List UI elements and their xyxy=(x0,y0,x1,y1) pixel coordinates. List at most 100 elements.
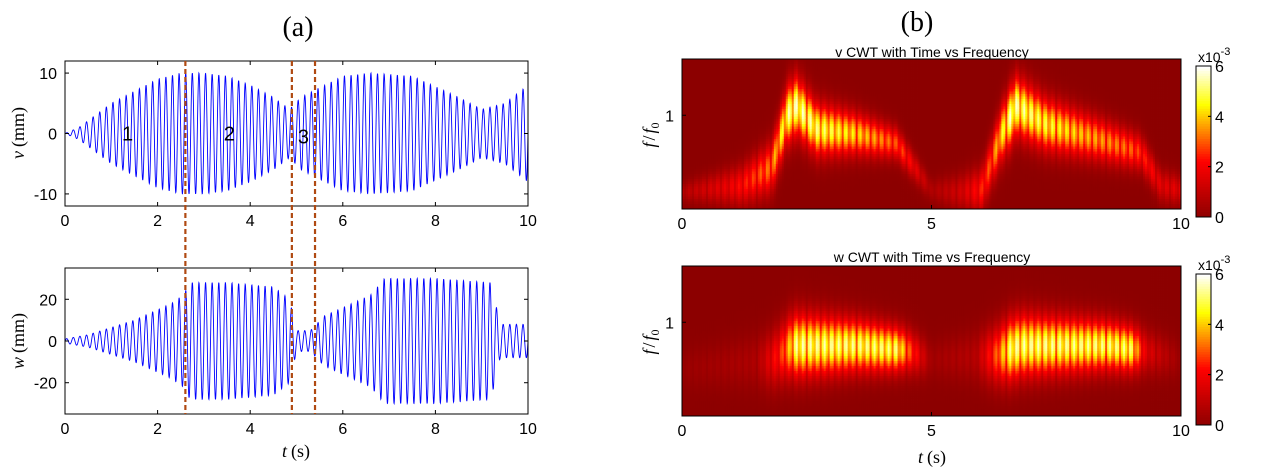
heatmap-cell xyxy=(691,94,695,97)
heatmap-cell xyxy=(697,169,701,172)
heatmap-cell xyxy=(751,121,755,125)
heatmap-cell xyxy=(757,164,761,167)
heatmap-cell xyxy=(767,171,771,175)
heatmap-cell xyxy=(711,121,715,125)
heatmap-cell xyxy=(709,191,713,195)
heatmap-cell xyxy=(682,204,685,207)
heatmap-cell xyxy=(763,59,767,62)
heatmap-cell xyxy=(705,151,709,155)
heatmap-cell xyxy=(763,111,767,115)
heatmap-cell xyxy=(739,76,743,80)
heatmap-cell xyxy=(769,96,773,100)
heatmap-cell xyxy=(727,131,731,135)
heatmap-cell xyxy=(693,76,697,80)
heatmap-cell xyxy=(689,174,693,177)
heatmap-cell xyxy=(717,159,721,162)
heatmap-cell xyxy=(769,111,773,115)
heatmap-cell xyxy=(743,109,747,112)
heatmap-cell xyxy=(699,141,703,145)
heatmap-cell xyxy=(763,204,767,207)
heatmap-cell xyxy=(693,121,697,125)
heatmap-cell xyxy=(769,89,773,92)
heatmap-cell xyxy=(731,94,735,97)
heatmap-cell xyxy=(757,111,761,115)
heatmap-cell xyxy=(737,156,741,160)
heatmap-cell xyxy=(697,121,701,125)
heatmap-cell xyxy=(771,174,775,177)
heatmap-cell xyxy=(693,154,697,157)
heatmap-cell xyxy=(684,116,687,120)
heatmap-cell xyxy=(739,201,743,205)
heatmap-cell xyxy=(745,81,749,85)
heatmap-cell xyxy=(735,69,739,72)
heatmap-cell xyxy=(735,86,739,90)
heatmap-cell xyxy=(684,134,687,137)
heatmap-cell xyxy=(689,151,693,155)
heatmap-cell xyxy=(689,84,693,87)
heatmap-cell xyxy=(707,201,711,205)
heatmap-cell xyxy=(723,86,727,90)
heatmap-cell xyxy=(689,129,693,132)
heatmap-cell xyxy=(705,61,709,65)
heatmap-cell xyxy=(771,96,775,100)
heatmap-cell xyxy=(682,94,685,97)
heatmap-cell xyxy=(721,149,725,152)
heatmap-cell xyxy=(684,206,687,210)
heatmap-cell xyxy=(687,139,691,142)
heatmap-cell xyxy=(777,184,781,187)
heatmap-cell xyxy=(723,124,727,127)
heatmap-cell xyxy=(725,176,729,180)
heatmap-cell xyxy=(761,136,765,140)
heatmap-cell xyxy=(753,194,757,197)
heatmap-cell xyxy=(763,116,767,120)
heatmap-cell xyxy=(687,156,691,160)
heatmap-cell xyxy=(779,166,783,170)
heatmap-cell xyxy=(721,179,725,182)
heatmap-cell xyxy=(743,166,747,170)
heatmap-cell xyxy=(745,91,749,95)
heatmap-cell xyxy=(707,199,711,202)
heatmap-cell xyxy=(689,94,693,97)
heatmap-cell xyxy=(775,114,779,117)
heatmap-cell xyxy=(707,136,711,140)
heatmap-cell xyxy=(685,79,689,82)
heatmap-cell xyxy=(711,191,715,195)
heatmap-cell xyxy=(755,139,759,142)
heatmap-cell xyxy=(747,141,751,145)
heatmap-cell xyxy=(767,81,771,85)
heatmap-cell xyxy=(682,109,685,112)
heatmap-cell xyxy=(705,139,709,142)
heatmap-cell xyxy=(755,134,759,137)
heatmap-cell xyxy=(775,71,779,75)
heatmap-cell xyxy=(727,59,731,62)
heatmap-cell xyxy=(719,134,723,137)
heatmap-cell xyxy=(775,196,779,200)
heatmap-cell xyxy=(701,84,705,87)
heatmap-cell xyxy=(745,179,749,182)
heatmap-cell xyxy=(751,94,755,97)
heatmap-cell xyxy=(695,104,699,107)
heatmap-cell xyxy=(725,149,729,152)
heatmap-cell xyxy=(685,126,689,130)
heatmap-cell xyxy=(771,141,775,145)
heatmap-cell xyxy=(685,99,689,102)
heatmap-cell xyxy=(743,146,747,150)
heatmap-cell xyxy=(711,104,715,107)
heatmap-cell xyxy=(685,104,689,107)
heatmap-cell xyxy=(725,174,729,177)
heatmap-cell xyxy=(701,76,705,80)
heatmap-cell xyxy=(777,179,781,182)
heatmap-cell xyxy=(735,66,739,70)
heatmap-cell xyxy=(719,79,723,82)
heatmap-cell xyxy=(721,129,725,132)
heatmap-cell xyxy=(757,204,761,207)
heatmap-cell xyxy=(719,104,723,107)
heatmap-cell xyxy=(753,134,757,137)
heatmap-cell xyxy=(775,111,779,115)
heatmap-cell xyxy=(767,146,771,150)
heatmap-cell xyxy=(685,206,689,210)
heatmap-cell xyxy=(711,161,715,165)
heatmap-cell xyxy=(737,171,741,175)
heatmap-cell xyxy=(721,201,725,205)
heatmap-cell xyxy=(769,171,773,175)
